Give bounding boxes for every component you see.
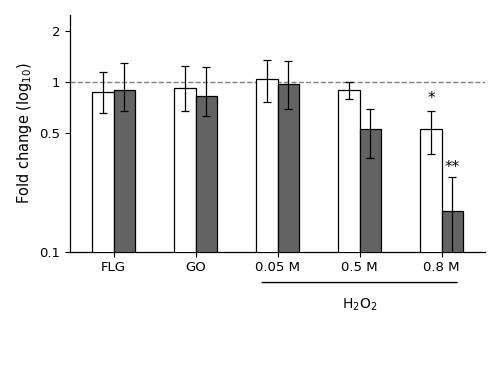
Text: **: ** <box>444 160 460 175</box>
Bar <box>338 90 359 366</box>
Bar <box>196 96 217 366</box>
Bar <box>442 210 463 366</box>
Bar <box>256 79 278 366</box>
Y-axis label: Fold change (log$_{10}$): Fold change (log$_{10}$) <box>15 63 34 204</box>
Bar <box>92 92 114 366</box>
Bar <box>360 129 381 366</box>
Bar <box>114 90 135 366</box>
Text: *: * <box>427 90 435 105</box>
Bar <box>420 129 442 366</box>
Text: H$_2$O$_2$: H$_2$O$_2$ <box>342 297 378 313</box>
Bar <box>174 88 196 366</box>
Bar <box>278 84 299 366</box>
